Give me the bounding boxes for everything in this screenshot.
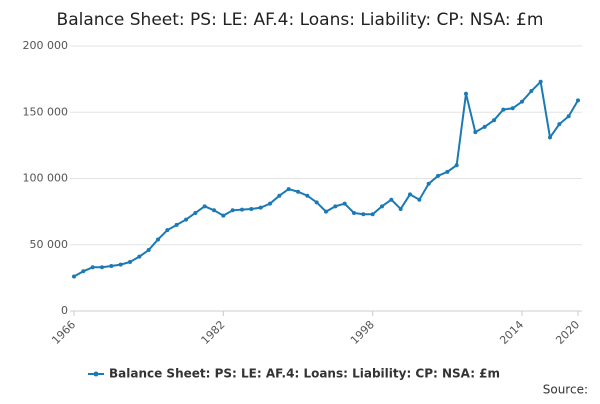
point [212,208,216,213]
point [249,206,254,211]
y-tick-label: 150 000 [23,105,69,118]
point [445,169,450,174]
x-tick-label: 2014 [497,318,526,347]
point [109,263,114,268]
point [296,189,300,194]
point [436,173,440,178]
point [221,213,226,218]
point [240,207,244,212]
point [576,98,580,103]
point [361,212,366,217]
point [118,262,123,267]
point [286,187,291,192]
point [426,181,431,186]
point [174,222,179,227]
point [258,205,263,210]
point [81,269,86,274]
point [268,201,272,206]
point [156,237,160,242]
chart-title: Balance Sheet: PS: LE: AF.4: Loans: Liab… [57,10,544,30]
y-tick-label: 100 000 [23,172,69,185]
point [72,274,76,279]
point [398,206,403,211]
point [454,163,459,168]
point [501,107,506,112]
point [342,201,347,206]
point [510,106,515,111]
point [370,212,375,217]
point [352,210,356,215]
point [520,99,524,104]
x-tick-label: 1982 [199,318,228,347]
point [473,130,478,135]
point [324,209,328,214]
legend-label: Balance Sheet: PS: LE: AF.4: Loans: Liab… [109,367,500,381]
point [90,265,95,270]
point [333,204,338,209]
x-tick-label: 1998 [348,318,377,347]
point [548,135,552,140]
point [230,208,235,213]
point [314,200,319,205]
point [137,254,142,259]
point [482,124,487,129]
point [184,217,188,222]
point [305,193,310,198]
point [380,204,384,209]
point [464,91,468,96]
point [408,192,412,197]
point [193,210,198,215]
legend-marker [93,371,99,377]
point [277,193,282,198]
point [165,228,170,233]
point [100,265,104,270]
point [128,259,132,264]
point [557,122,562,127]
x-tick-label: 2020 [553,318,582,347]
source: Source: [543,383,588,397]
point [566,114,571,119]
x-tick-label: 1966 [49,318,78,347]
point [146,248,151,253]
point [529,89,534,94]
point [538,79,543,84]
y-tick-label: 0 [61,304,68,317]
point [417,197,422,202]
y-tick-label: 200 000 [23,39,69,52]
point [202,204,207,209]
point [492,118,496,123]
point [389,197,394,202]
y-tick-label: 50 000 [30,238,69,251]
